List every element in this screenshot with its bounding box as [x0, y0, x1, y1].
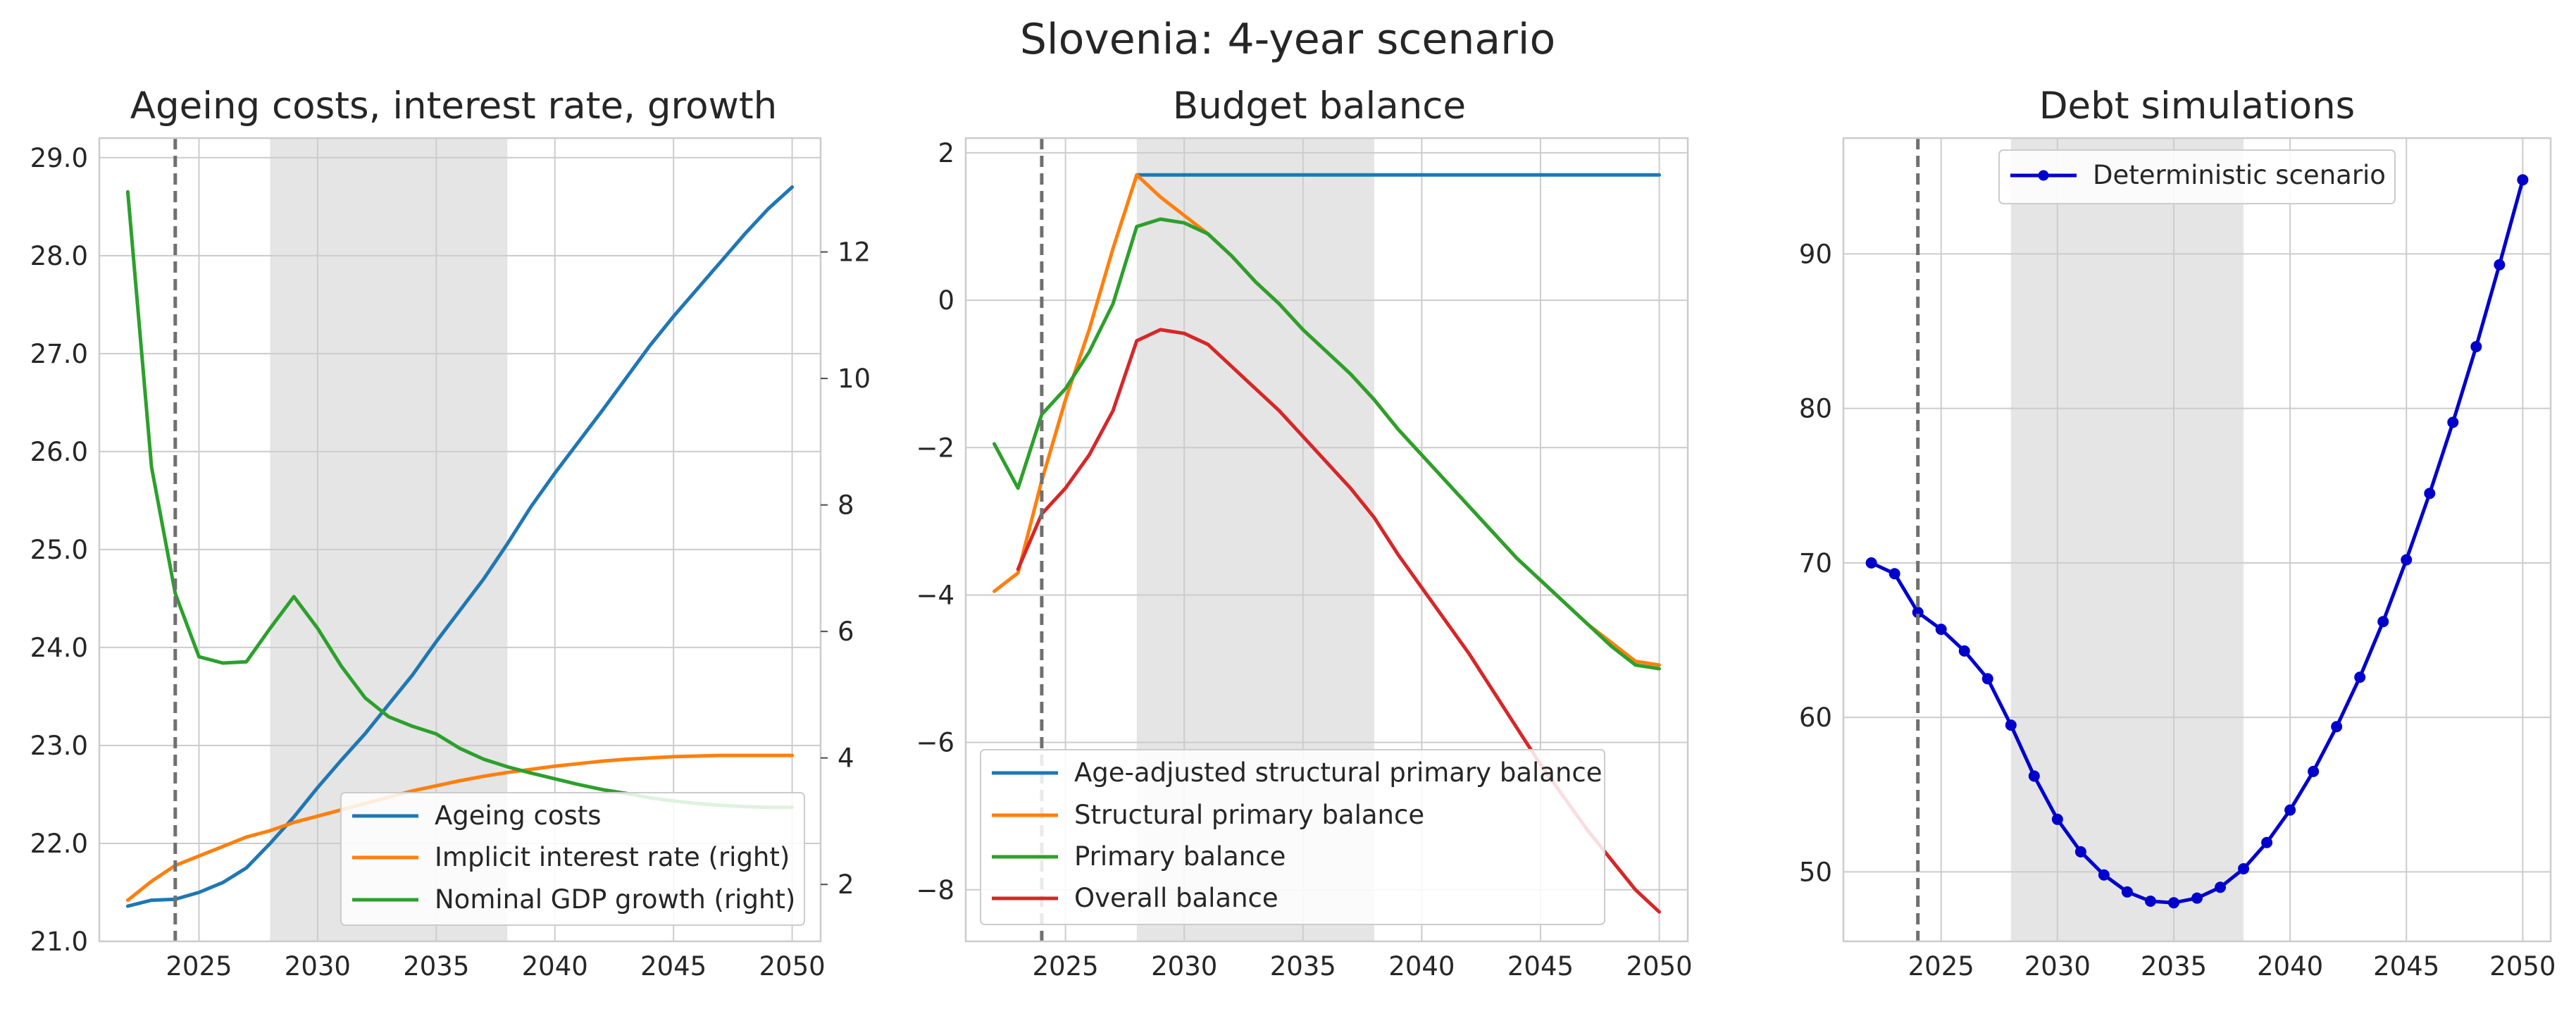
panel-debt: Debt simulations 2025 2030 2035 2040 2045 205… — [1799, 85, 2556, 982]
budget-ytick-label: 2 — [938, 138, 954, 168]
debt-series-0-point — [2028, 770, 2040, 782]
ageing-ytick-label: 27.0 — [30, 339, 88, 369]
budget-ytick-label: −4 — [916, 580, 954, 610]
debt-ytick-label: 70 — [1799, 548, 1832, 578]
budget-xtick-label: 2040 — [1388, 951, 1455, 982]
debt-series-0-point — [2331, 721, 2343, 733]
debt-series-0-point — [1958, 645, 1970, 657]
debt-ytick-label: 90 — [1799, 239, 1832, 269]
panel-debt-title: Debt simulations — [2039, 85, 2356, 128]
budget-ytick-label: −2 — [916, 433, 954, 463]
ageing-y2tick-label: 8 — [838, 490, 854, 521]
debt-ytick-label: 60 — [1799, 702, 1832, 733]
ageing-xtick-label: 2025 — [166, 951, 232, 982]
debt-xtick-label: 2040 — [2257, 951, 2323, 982]
legend-label-primary: Primary balance — [1074, 841, 1286, 872]
debt-series-0-point — [2191, 892, 2203, 904]
debt-series-0-point — [2121, 886, 2133, 898]
budget-xtick-label: 2050 — [1626, 951, 1692, 982]
budget-axes-frame — [964, 137, 1689, 943]
debt-series-0-point — [1865, 557, 1877, 569]
ageing-ytick-label: 23.0 — [30, 731, 88, 761]
debt-series-0-point — [2470, 340, 2482, 352]
ageing-y2tick-label: 4 — [838, 743, 854, 774]
ageing-y2tick-label: 10 — [838, 364, 871, 394]
legend-label-structural: Structural primary balance — [1074, 800, 1424, 830]
ageing-ytick-label: 25.0 — [30, 535, 88, 565]
debt-series-0-point — [1981, 673, 1993, 685]
debt-xtick-label: 2030 — [2024, 951, 2091, 982]
ageing-ytick-label: 24.0 — [30, 633, 88, 663]
debt-series-0-point — [2238, 862, 2250, 874]
budget-xtick-label: 2025 — [1033, 951, 1099, 982]
budget-xtick-label: 2045 — [1507, 951, 1574, 982]
figure-suptitle: Slovenia: 4-year scenario — [1020, 15, 1555, 64]
ageing-ytick-label: 21.0 — [30, 927, 88, 957]
budget-xtick-label: 2035 — [1270, 951, 1336, 982]
ageing-xtick-label: 2050 — [759, 951, 825, 982]
ageing-ytick-label: 28.0 — [30, 241, 88, 271]
ageing-xtick-label: 2040 — [522, 951, 588, 982]
debt-series-0-point — [2424, 488, 2436, 500]
ageing-y2tick-label: 6 — [838, 617, 854, 647]
debt-series-0-point — [2261, 836, 2273, 848]
ageing-ytick-label: 29.0 — [30, 143, 88, 173]
debt-series-0-point — [2377, 616, 2389, 628]
debt-series-0-point — [2098, 869, 2110, 881]
panel-ageing: Ageing costs, interest rate, growth 2025… — [30, 85, 871, 982]
legend-label-implicit-interest: Implicit interest rate (right) — [435, 842, 790, 872]
debt-series-0-point — [2494, 259, 2506, 271]
debt-series-0-point — [2447, 416, 2459, 428]
ageing-ytick-label: 26.0 — [30, 437, 88, 467]
legend-label-age-adjusted: Age-adjusted structural primary balance — [1074, 757, 1603, 788]
debt-series-0-point — [2517, 174, 2529, 186]
legend-label-ageing-costs: Ageing costs — [435, 800, 602, 831]
debt-ytick-label: 50 — [1799, 857, 1832, 887]
budget-ytick-label: −8 — [916, 875, 954, 905]
debt-axes-frame — [1842, 137, 2552, 943]
legend-label-overall: Overall balance — [1074, 883, 1278, 913]
ageing-series-1-line — [125, 753, 795, 903]
legend-marker-deterministic — [2038, 170, 2049, 181]
debt-series-0-point — [2144, 896, 2156, 907]
debt-series-0-point — [2308, 765, 2320, 777]
budget-xtick-label: 2030 — [1151, 951, 1217, 982]
debt-xtick-label: 2050 — [2489, 951, 2556, 982]
debt-series-0-point — [2215, 881, 2227, 893]
debt-series-0-point — [2051, 813, 2063, 825]
ageing-xtick-label: 2035 — [403, 951, 469, 982]
panel-budget-title: Budget balance — [1173, 85, 1466, 128]
ageing-ytick-label: 22.0 — [30, 829, 88, 859]
panel-budget: Budget balance 2025 2030 2035 2040 2045 2050 −… — [916, 85, 1692, 982]
budget-ytick-label: −6 — [916, 728, 954, 758]
debt-series-0-point — [2167, 897, 2179, 909]
debt-series-0-point — [2354, 671, 2366, 683]
ageing-xtick-label: 2045 — [640, 951, 707, 982]
debt-shaded-region — [2010, 138, 2244, 941]
panel-ageing-title: Ageing costs, interest rate, growth — [130, 85, 778, 128]
legend-label-gdp-growth: Nominal GDP growth (right) — [435, 884, 795, 915]
budget-ytick-label: 0 — [938, 285, 954, 316]
ageing-y2tick-label: 2 — [838, 869, 854, 900]
panel-ageing-legend: Ageing costs Implicit interest rate (rig… — [340, 792, 805, 926]
ageing-y2tick-label: 12 — [838, 237, 871, 268]
debt-series-0-point — [2005, 719, 2017, 731]
debt-series-0-point — [2401, 554, 2413, 566]
debt-series-0-point — [1889, 568, 1900, 580]
panel-budget-legend: Age-adjusted structural primary balance … — [980, 749, 1605, 925]
ageing-axes-frame — [98, 137, 822, 943]
debt-series-0-point — [1935, 624, 1947, 636]
panel-debt-legend: Deterministic scenario — [1998, 149, 2396, 204]
debt-xtick-label: 2025 — [1908, 951, 1974, 982]
legend-label-deterministic: Deterministic scenario — [2093, 160, 2386, 190]
ageing-xtick-label: 2030 — [285, 951, 351, 982]
budget-series-2-line — [993, 217, 1661, 671]
debt-ytick-label: 80 — [1799, 394, 1832, 424]
debt-xtick-label: 2035 — [2141, 951, 2207, 982]
debt-series-0-point — [2074, 846, 2086, 858]
debt-xtick-label: 2045 — [2373, 951, 2439, 982]
ageing-series-0-line — [125, 185, 795, 908]
debt-series-0-point — [2284, 804, 2296, 816]
